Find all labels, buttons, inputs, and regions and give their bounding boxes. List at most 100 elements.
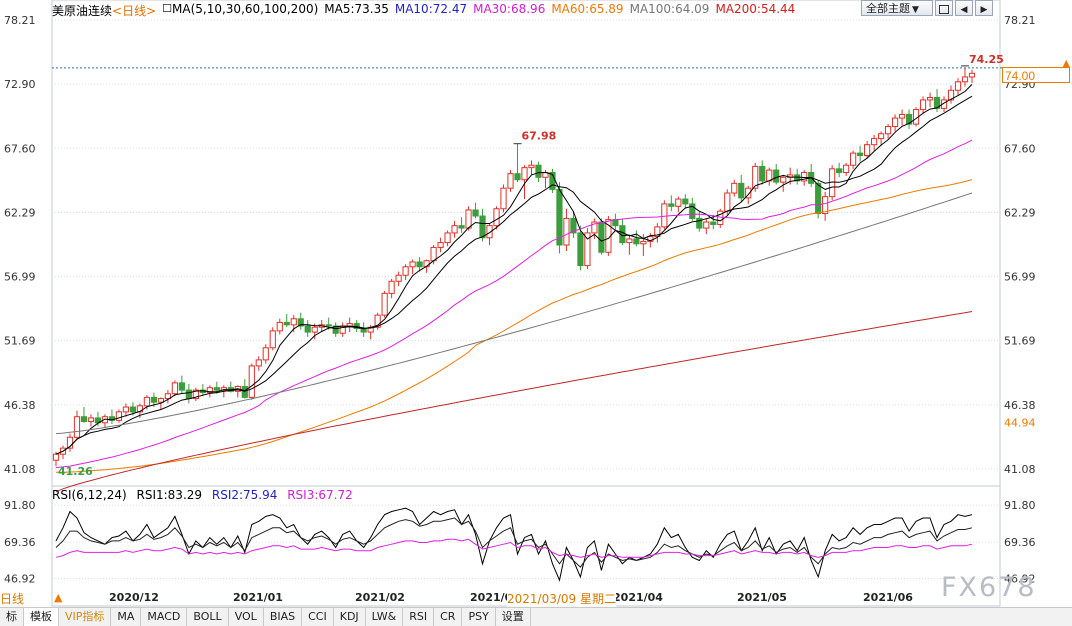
- indicator-tab-6[interactable]: VOL: [229, 608, 264, 626]
- price-tick-right: 46.38: [1004, 399, 1036, 412]
- indicator-tab-13[interactable]: PSY: [462, 608, 496, 626]
- x-axis-label: 2021/02: [355, 591, 405, 604]
- candle-body: [717, 210, 724, 225]
- theme-label: 全部主题: [866, 2, 910, 15]
- low-annotation: 41.26: [58, 465, 93, 478]
- candle-body: [940, 99, 948, 109]
- left-period-label[interactable]: 日线: [0, 592, 25, 606]
- cursor-up-marker: ▲: [54, 591, 63, 604]
- x-axis-label: 2021/06: [863, 591, 913, 604]
- indicator-tab-0[interactable]: 标: [0, 608, 24, 626]
- candle-body: [843, 164, 850, 173]
- ma100-value: MA100:64.09: [629, 2, 710, 16]
- candle-body: [185, 389, 192, 400]
- ma60-line: [55, 179, 973, 473]
- candle-body: [444, 232, 451, 244]
- indicator-tab-1[interactable]: 模板: [24, 608, 59, 626]
- rsi-tick-right: 69.36: [1004, 536, 1036, 549]
- indicator-tab-9[interactable]: KDJ: [334, 608, 366, 626]
- rsi-header: RSI(6,12,24) RSI1:83.29 RSI2:75.94 RSI3:…: [52, 488, 359, 502]
- candle-body: [395, 274, 402, 282]
- price-tick-right: 41.08: [1004, 463, 1036, 476]
- candle-body: [640, 240, 647, 245]
- candle-body: [213, 387, 220, 391]
- candle-body: [87, 417, 95, 423]
- mid-high-annotation: 67.98: [521, 130, 556, 143]
- indicator-tab-11[interactable]: RSI: [403, 608, 435, 626]
- ma5-line: [55, 84, 973, 455]
- price-tick-left: 51.69: [4, 335, 36, 348]
- indicator-tab-bar: 标模板 VIP指标 MA MACD BOLL VOL BIAS CCI KDJ LW& RSI CR P…: [0, 607, 1072, 626]
- candle-body: [947, 89, 955, 101]
- candle-body: [815, 182, 822, 215]
- scroll-right-button[interactable]: ▶: [975, 0, 993, 16]
- price-tick-left: 72.90: [4, 78, 36, 91]
- ma100-line: [55, 192, 973, 435]
- candle-body: [773, 169, 780, 183]
- period-label[interactable]: <日线>: [112, 4, 157, 18]
- theme-select[interactable]: 全部主题 ▼: [861, 0, 933, 16]
- indicator-tab-8[interactable]: CCI: [302, 608, 334, 626]
- candle-body: [668, 203, 675, 207]
- candle-body: [968, 72, 976, 78]
- price-tick-right: 51.69: [1004, 335, 1036, 348]
- candle-body: [871, 138, 878, 146]
- rsi3-value: RSI3:67.72: [287, 488, 353, 502]
- candle-body: [877, 133, 885, 140]
- price-tick-right: 67.60: [1004, 142, 1036, 155]
- indicator-tab-2[interactable]: VIP指标: [59, 608, 112, 626]
- restore-icon: [939, 5, 949, 14]
- candle-body: [150, 396, 157, 403]
- indicator-tab-12[interactable]: CR: [434, 608, 463, 626]
- candle-body: [374, 314, 381, 328]
- candle-body: [577, 232, 584, 267]
- restore-button[interactable]: [935, 0, 953, 16]
- indicator-tab-10[interactable]: LW&: [366, 608, 404, 626]
- candle-body: [164, 393, 171, 400]
- candle-body: [465, 209, 472, 229]
- candle-body: [584, 232, 591, 267]
- rsi-line-rsi3: [55, 538, 973, 558]
- ma60-value: MA60:65.89: [551, 2, 624, 16]
- arrow-left-icon: ◀: [960, 5, 968, 15]
- candle-body: [332, 325, 339, 334]
- candle-body: [451, 225, 458, 234]
- candle-body: [430, 246, 437, 262]
- x-axis-label: 2020/12: [109, 591, 159, 604]
- price-tick-left: 56.99: [4, 271, 36, 284]
- rsi-tick-left: 69.36: [4, 536, 36, 549]
- ma10-value: MA10:72.47: [394, 2, 468, 16]
- candle-body: [311, 326, 318, 333]
- x-axis-label: 2021/04: [613, 591, 663, 604]
- indicator-tab-4[interactable]: MACD: [141, 608, 188, 626]
- indicator-tab-7[interactable]: BIAS: [264, 608, 303, 626]
- candle-body: [528, 164, 535, 169]
- candle-body: [689, 203, 696, 219]
- candle-body: [129, 406, 137, 413]
- rsi-line-rsi2: [55, 517, 973, 568]
- ma200-line: [55, 311, 973, 493]
- candle-body: [822, 196, 829, 215]
- candle-body: [724, 192, 731, 212]
- price-tick-left: 41.08: [4, 463, 36, 476]
- ma-title: MA(5,10,30,60,100,200): [172, 2, 319, 16]
- candle-body: [752, 165, 759, 189]
- candle-body: [206, 387, 213, 394]
- rsi-tick-right: 91.80: [1004, 499, 1036, 512]
- scroll-left-button[interactable]: ◀: [955, 0, 973, 16]
- candle-body: [570, 217, 577, 234]
- chart-toolbar: 全部主题 ▼ ◀ ▶: [861, 0, 993, 16]
- candle-body: [248, 365, 255, 398]
- price-tick-left: 67.60: [4, 142, 36, 155]
- candle-body: [269, 330, 276, 349]
- indicator-tab-3[interactable]: MA: [111, 608, 142, 626]
- candle-body: [178, 382, 185, 391]
- candle-body: [290, 318, 297, 326]
- indicator-tab-14[interactable]: 设置: [496, 608, 531, 626]
- indicator-tab-5[interactable]: BOLL: [187, 608, 229, 626]
- ma10-line: [55, 95, 973, 455]
- x-axis-label: 2021/01: [233, 591, 283, 604]
- candle-body: [731, 182, 738, 194]
- ma-toggle-icon[interactable]: ☐: [162, 2, 173, 15]
